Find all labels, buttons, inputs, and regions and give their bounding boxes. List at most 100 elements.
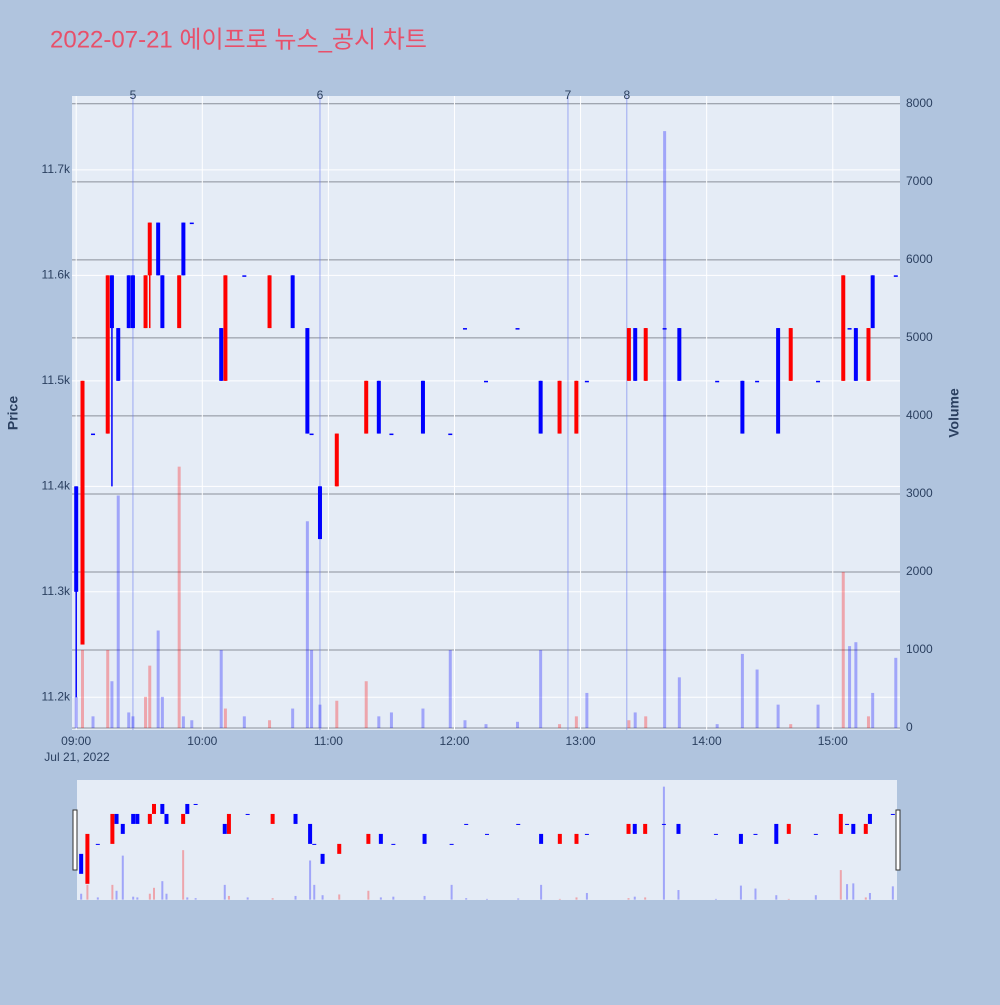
- candle-body: [788, 328, 793, 381]
- slider-candle-body: [147, 813, 152, 824]
- slider-volume-bar: [86, 884, 89, 900]
- slider-candle-body: [845, 823, 850, 825]
- slider-candle-body: [110, 813, 115, 844]
- volume-bar: [177, 466, 181, 729]
- slider-volume-bar: [309, 860, 312, 900]
- volume-bar: [74, 696, 78, 729]
- slider-candle-body: [786, 823, 791, 834]
- slider-candle-body: [890, 813, 895, 815]
- slider-candle-body: [222, 823, 227, 834]
- y2-axis-title: Volume: [946, 388, 962, 438]
- slider-candle-body: [245, 813, 250, 815]
- slider-volume-bar: [338, 894, 341, 900]
- candle-body: [116, 328, 121, 381]
- slider-candle-body: [516, 823, 521, 825]
- x-date-label: Jul 21, 2022: [44, 750, 110, 764]
- candle-body: [74, 486, 79, 592]
- slider-volume-bar: [739, 885, 742, 900]
- candle-body: [91, 433, 96, 436]
- x-tick-label: 14:00: [692, 734, 722, 748]
- slider-volume-bar: [321, 895, 324, 900]
- slider-volume-bar: [165, 893, 168, 900]
- slider-candle-body: [131, 813, 136, 824]
- slider-volume-bar: [558, 898, 561, 900]
- slider-volume-bar: [450, 884, 453, 900]
- candle-body: [147, 222, 152, 276]
- volume-bar: [181, 716, 185, 729]
- candle-body: [160, 275, 165, 329]
- x-tick-label: 09:00: [61, 734, 91, 748]
- volume-bar: [776, 704, 780, 729]
- slider-candle-body: [270, 813, 275, 824]
- slider-volume-bar: [392, 896, 395, 900]
- y-tick-label: 11.5k: [42, 373, 71, 387]
- slider-candle-body: [713, 833, 718, 835]
- candle-body: [189, 222, 194, 225]
- slider-volume-bar: [367, 890, 370, 900]
- slider-volume-bar: [194, 898, 197, 900]
- slider-handle[interactable]: [895, 809, 901, 871]
- event-label: 7: [565, 88, 572, 102]
- slider-volume-bar: [132, 896, 135, 900]
- slider-candle-body: [185, 803, 190, 814]
- candle-body: [105, 275, 110, 434]
- volume-bar: [841, 571, 845, 729]
- x-tick-label: 10:00: [187, 734, 217, 748]
- slider-volume-bar: [775, 895, 778, 900]
- slider-candle-body: [574, 833, 579, 844]
- y2-tick-label: 1000: [906, 642, 933, 656]
- slider-handle[interactable]: [72, 809, 78, 871]
- y2-tick-label: 8000: [906, 96, 933, 110]
- volume-bar: [740, 653, 744, 729]
- volume-bar: [627, 720, 631, 729]
- slider-volume-bar: [714, 898, 717, 900]
- slider-volume-bar: [313, 884, 316, 900]
- candle-body: [223, 275, 228, 381]
- candle-body: [853, 328, 858, 381]
- slider-volume-bar: [227, 895, 230, 900]
- slider-candle-body: [160, 803, 165, 814]
- candle-body: [290, 275, 295, 329]
- slider-volume-bar: [677, 890, 680, 900]
- event-label: 6: [317, 88, 324, 102]
- candle-body: [376, 380, 381, 434]
- x-tick-label: 12:00: [439, 734, 469, 748]
- slider-volume-bar: [814, 895, 817, 900]
- volume-bar: [516, 721, 520, 729]
- volume-bar: [854, 642, 858, 729]
- candle-body: [740, 380, 745, 434]
- chart-title: 2022-07-21 에이프로 뉴스_공시 차트: [50, 26, 427, 53]
- volume-bar: [223, 708, 227, 729]
- range-slider[interactable]: [77, 780, 897, 900]
- volume-bar: [131, 716, 135, 729]
- slider-volume-bar: [846, 884, 849, 900]
- y2-tick-label: 0: [906, 720, 913, 734]
- candle-body: [715, 380, 720, 383]
- slider-volume-bar: [864, 897, 867, 900]
- volume-bar: [144, 696, 148, 729]
- candle-body: [662, 328, 667, 330]
- slider-candle-body: [85, 833, 90, 884]
- slider-volume-bar: [852, 883, 855, 900]
- candle-body: [305, 328, 310, 434]
- volume-bar: [156, 630, 160, 729]
- volume-bar: [148, 665, 152, 729]
- y2-tick-label: 2000: [906, 564, 933, 578]
- slider-candle-body: [164, 813, 169, 824]
- slider-volume-bar: [111, 884, 114, 900]
- slider-candle-body: [422, 833, 427, 844]
- y2-tick-label: 5000: [906, 330, 933, 344]
- candle-body: [80, 380, 85, 645]
- slider-candle-body: [193, 803, 198, 805]
- volume-bar: [81, 650, 85, 729]
- slider-volume-bar: [223, 884, 226, 900]
- volume-bar: [848, 646, 852, 729]
- volume-bar: [110, 681, 114, 729]
- x-tick-label: 11:00: [314, 734, 343, 748]
- slider-volume-bar: [136, 897, 139, 900]
- slider-candle-body: [774, 823, 779, 844]
- slider-volume-bar: [80, 893, 83, 900]
- slider-candle-body: [643, 823, 648, 834]
- volume-bar: [866, 716, 870, 729]
- candle-body: [515, 328, 520, 330]
